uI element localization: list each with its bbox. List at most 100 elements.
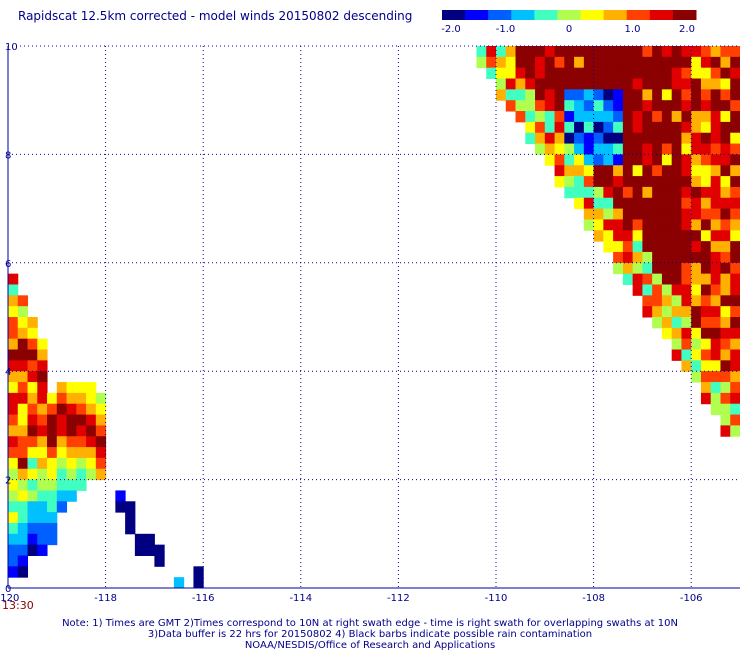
heatmap-cell <box>603 132 614 145</box>
heatmap-cell <box>681 262 692 275</box>
heatmap-cell <box>574 100 585 112</box>
heatmap-cell <box>700 284 712 296</box>
heatmap-cell <box>593 46 604 58</box>
heatmap-cell <box>700 186 712 199</box>
chart-title: Rapidscat 12.5km corrected - model winds… <box>18 9 413 23</box>
heatmap-cell <box>642 165 653 177</box>
heatmap-cell <box>730 284 740 296</box>
heatmap-cell <box>681 360 692 372</box>
heatmap-cell <box>583 132 595 145</box>
y-tick-label: 10 <box>5 42 18 53</box>
heatmap-cell <box>622 143 634 155</box>
heatmap-cell <box>622 154 634 166</box>
heatmap-cell <box>593 208 604 220</box>
heatmap-cell <box>730 403 740 416</box>
heatmap-cell <box>154 555 165 567</box>
heatmap-cell <box>710 46 721 58</box>
heatmap-cell <box>505 78 517 90</box>
heatmap-cell <box>603 241 614 253</box>
heatmap-cell <box>66 382 77 394</box>
heatmap-cell <box>56 403 68 416</box>
heatmap-cell <box>710 89 721 101</box>
heatmap-cell <box>671 262 682 275</box>
heatmap-cell <box>564 78 575 90</box>
heatmap-cell <box>37 447 48 459</box>
footnote-line-2: 3)Data buffer is 22 hrs for 20150802 4) … <box>147 629 593 640</box>
heatmap-cell <box>535 100 546 112</box>
heatmap-cell <box>37 479 48 491</box>
heatmap-cell <box>86 392 97 405</box>
heatmap-cell <box>583 111 595 123</box>
heatmap-cell <box>525 121 536 134</box>
heatmap-cell <box>564 165 575 177</box>
heatmap-cell <box>730 241 740 253</box>
heatmap-cell <box>76 479 87 491</box>
heatmap-cell <box>47 479 58 491</box>
heatmap-cell <box>8 414 19 426</box>
heatmap-cell <box>700 360 712 372</box>
heatmap-cell <box>603 230 614 242</box>
heatmap-cell <box>730 89 740 101</box>
heatmap-cell <box>583 89 595 101</box>
heatmap-cell <box>652 78 663 90</box>
heatmap-cell <box>691 317 702 329</box>
heatmap-cell <box>661 186 673 199</box>
heatmap-cell <box>37 392 48 405</box>
heatmap-cell <box>476 56 487 69</box>
heatmap-cell <box>8 522 19 535</box>
heatmap-cell <box>564 154 575 166</box>
heatmap-cell <box>700 241 712 253</box>
heatmap-cell <box>632 78 643 90</box>
heatmap-cell <box>37 425 48 437</box>
heatmap-cell <box>574 78 585 90</box>
heatmap-cell <box>642 197 653 210</box>
heatmap-cell <box>730 306 740 318</box>
heatmap-cell <box>622 165 634 177</box>
heatmap-cell <box>496 46 507 58</box>
heatmap-cell <box>8 425 19 437</box>
heatmap-cell <box>681 186 692 199</box>
heatmap-cell <box>681 197 692 210</box>
heatmap-cell <box>661 327 673 340</box>
colorbar-tick-label: 0 <box>566 24 572 35</box>
heatmap-cell <box>115 490 126 502</box>
heatmap-cell <box>622 89 634 101</box>
heatmap-cell <box>700 111 712 123</box>
heatmap-cell <box>691 154 702 166</box>
heatmap-cell <box>691 251 702 264</box>
heatmap-cell <box>661 78 673 90</box>
heatmap-cell <box>8 555 19 567</box>
heatmap-cell <box>691 89 702 101</box>
x-tick-label: -110 <box>485 593 508 604</box>
heatmap-cell <box>710 67 721 80</box>
heatmap-cell <box>671 306 682 318</box>
heatmap-cell <box>574 197 585 210</box>
heatmap-cell <box>642 284 653 296</box>
x-tick-label: -108 <box>582 593 605 604</box>
heatmap-cell <box>661 219 673 231</box>
heatmap-cell <box>622 46 634 58</box>
heatmap-cell <box>700 132 712 145</box>
heatmap-cell <box>37 414 48 426</box>
heatmap-cell <box>8 317 19 329</box>
heatmap-cell <box>17 479 29 491</box>
heatmap-cell <box>17 555 29 567</box>
colorbar-tick-label: -2.0 <box>441 24 461 35</box>
heatmap-cell <box>691 295 702 307</box>
heatmap-cell <box>76 382 87 394</box>
heatmap-cell <box>17 327 29 340</box>
heatmap-cell <box>671 284 682 296</box>
heatmap-cell <box>496 67 507 80</box>
heatmap-cell <box>642 262 653 275</box>
heatmap-cell <box>642 176 653 188</box>
heatmap-cell <box>603 165 614 177</box>
heatmap-cell <box>632 176 643 188</box>
heatmap-cell <box>37 522 48 535</box>
heatmap-cell <box>17 360 29 372</box>
heatmap-cell <box>574 121 585 134</box>
heatmap-cell <box>134 544 146 556</box>
heatmap-cell <box>515 78 526 90</box>
heatmap-cell <box>710 121 721 134</box>
heatmap-cell <box>544 67 556 80</box>
heatmap-cell <box>603 154 614 166</box>
